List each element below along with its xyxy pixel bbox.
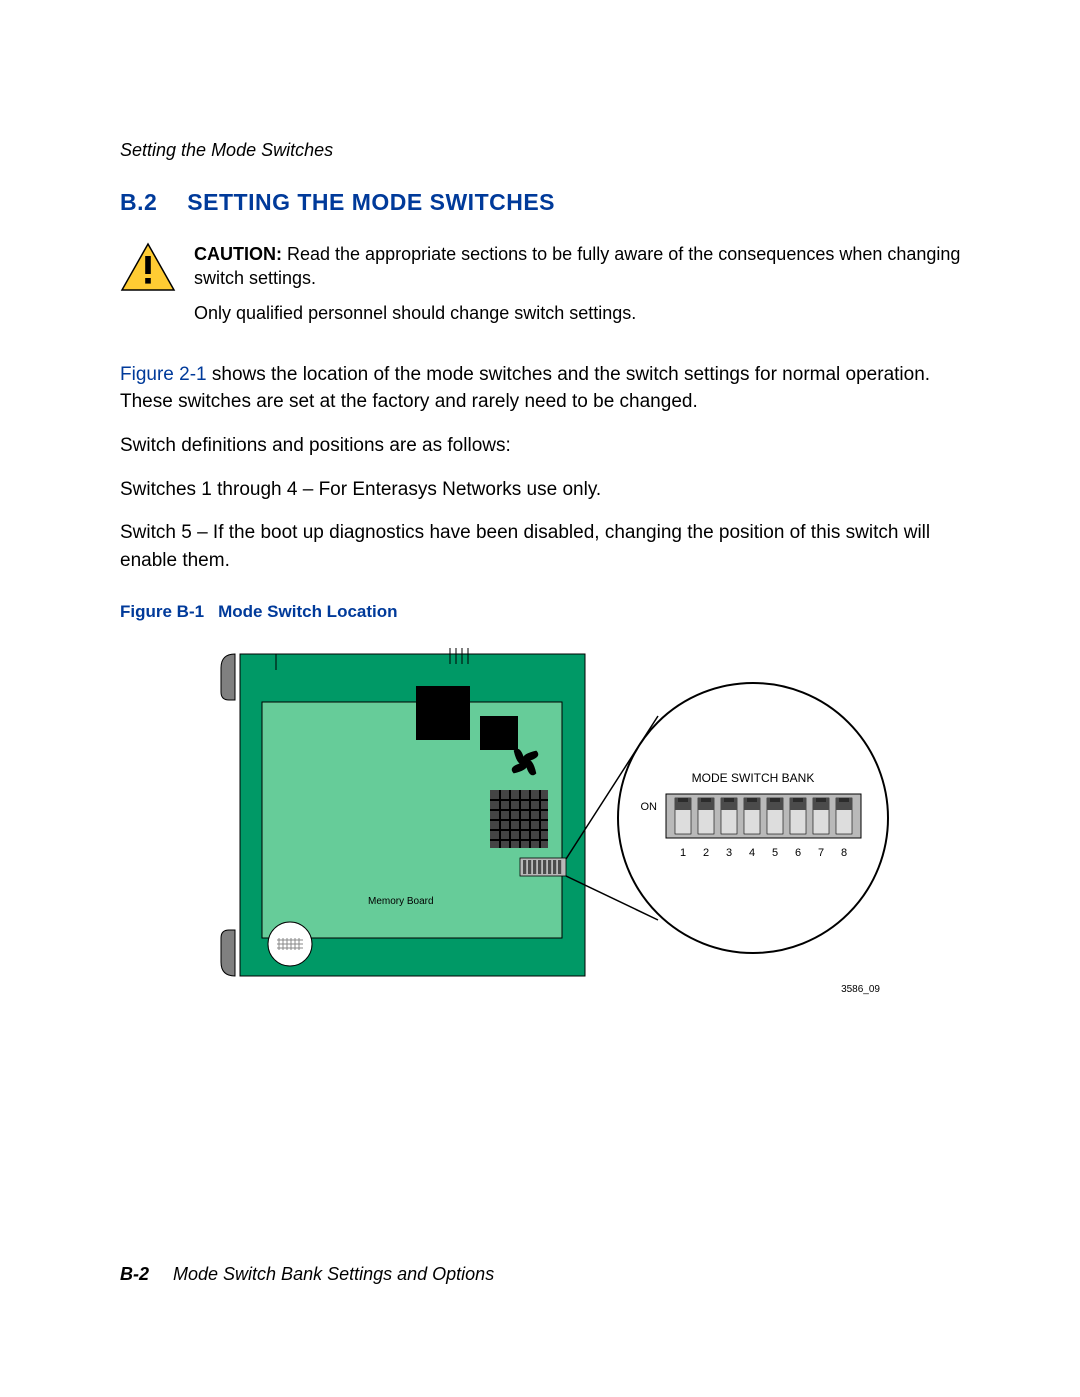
page-footer: B-2 Mode Switch Bank Settings and Options bbox=[120, 1264, 494, 1285]
document-page: Setting the Mode Switches B.2 SETTING THE… bbox=[0, 0, 1080, 1397]
caution-line-2: Only qualified personnel should change s… bbox=[194, 301, 980, 325]
switch-label: 3 bbox=[726, 847, 732, 859]
on-label: ON bbox=[641, 801, 658, 813]
switch-label: 4 bbox=[749, 847, 755, 859]
section-number: B.2 bbox=[120, 189, 157, 215]
caution-text: CAUTION: Read the appropriate sections t… bbox=[194, 242, 980, 335]
caution-line-1: CAUTION: Read the appropriate sections t… bbox=[194, 242, 980, 291]
switch-label: 2 bbox=[703, 847, 709, 859]
figure-reference-link[interactable]: Figure 2-1 bbox=[120, 364, 207, 385]
figure-illustration: Memory Board bbox=[180, 642, 940, 1022]
switch-label: 7 bbox=[818, 847, 824, 859]
switch-label: 8 bbox=[841, 847, 847, 859]
figure-title: Mode Switch Location bbox=[218, 602, 397, 621]
heatsink bbox=[490, 790, 548, 848]
chip-2 bbox=[480, 716, 518, 750]
section-heading: B.2 SETTING THE MODE SWITCHES bbox=[120, 189, 980, 216]
running-header: Setting the Mode Switches bbox=[120, 140, 980, 161]
dip-on-board bbox=[520, 858, 566, 876]
body-paragraph-4: Switch 5 – If the boot up diagnostics ha… bbox=[120, 519, 980, 574]
body-paragraph-1: Figure 2-1 shows the location of the mod… bbox=[120, 361, 980, 416]
memory-board-label: Memory Board bbox=[368, 896, 434, 907]
figure-image-id: 3586_09 bbox=[841, 984, 880, 995]
figure-number: Figure B-1 bbox=[120, 602, 204, 621]
body-paragraph-3: Switches 1 through 4 – For Enterasys Net… bbox=[120, 476, 980, 504]
chip-1 bbox=[416, 686, 470, 740]
bracket-top bbox=[221, 654, 235, 700]
section-title: SETTING THE MODE SWITCHES bbox=[187, 189, 555, 215]
switch-label: 6 bbox=[795, 847, 801, 859]
caution-block: CAUTION: Read the appropriate sections t… bbox=[120, 242, 980, 335]
bracket-bottom bbox=[221, 930, 235, 976]
switch-label: 1 bbox=[680, 847, 686, 859]
body-paragraph-2: Switch definitions and positions are as … bbox=[120, 432, 980, 460]
switch-bank-title: MODE SWITCH BANK bbox=[692, 771, 815, 785]
switch-label: 5 bbox=[772, 847, 778, 859]
page-number: B-2 bbox=[120, 1264, 149, 1284]
figure-caption: Figure B-1 Mode Switch Location bbox=[120, 602, 980, 622]
footer-title: Mode Switch Bank Settings and Options bbox=[173, 1264, 494, 1284]
caution-icon bbox=[120, 242, 176, 297]
